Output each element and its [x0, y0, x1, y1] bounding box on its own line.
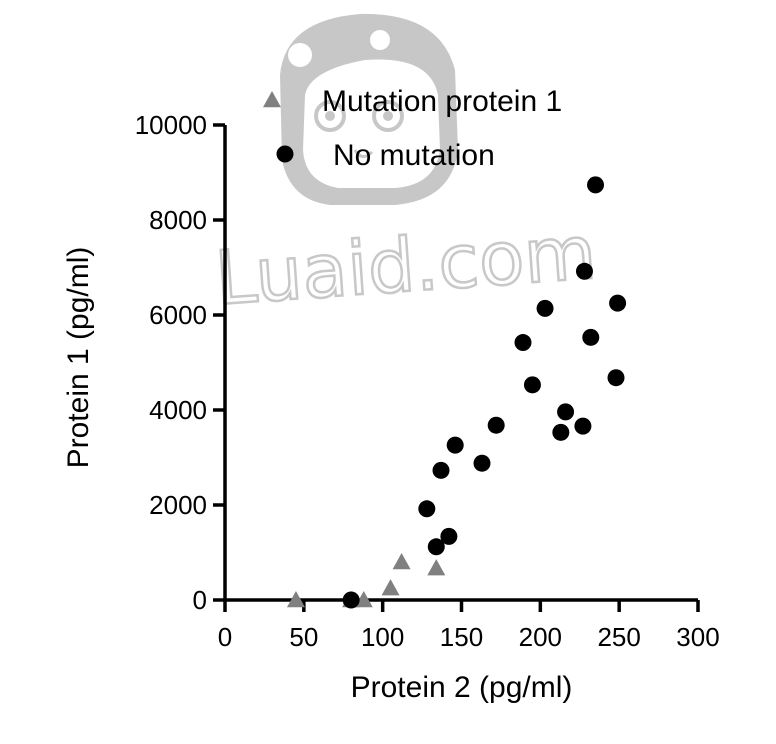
- no-mutation-point: [447, 437, 464, 454]
- x-tick-label: 100: [361, 622, 404, 652]
- mutation-point: [382, 579, 400, 595]
- no-mutation-point: [418, 500, 435, 517]
- no-mutation-point: [433, 462, 450, 479]
- no-mutation-point: [552, 424, 569, 441]
- no-mutation-point: [576, 263, 593, 280]
- x-tick-label: 200: [519, 622, 562, 652]
- no-mutation-point: [608, 369, 625, 386]
- no-mutation-point: [557, 403, 574, 420]
- y-tick-label: 2000: [149, 490, 207, 520]
- mutation-point: [393, 553, 411, 569]
- no-mutation-point: [582, 329, 599, 346]
- no-mutation-point: [514, 334, 531, 351]
- legend-mutation-marker: [263, 91, 281, 107]
- x-tick-label: 150: [440, 622, 483, 652]
- y-tick-label: 4000: [149, 395, 207, 425]
- no-mutation-point: [537, 300, 554, 317]
- no-mutation-point: [609, 295, 626, 312]
- x-tick-label: 0: [218, 622, 232, 652]
- no-mutation-point: [587, 176, 604, 193]
- x-tick-label: 250: [597, 622, 640, 652]
- y-axis-title: Protein 1 (pg/ml): [62, 247, 95, 469]
- no-mutation-point: [473, 455, 490, 472]
- legend-mutation-label: Mutation protein 1: [322, 85, 562, 118]
- x-axis-title: Protein 2 (pg/ml): [351, 671, 573, 704]
- no-mutation-point: [488, 417, 505, 434]
- y-tick-label: 8000: [149, 205, 207, 235]
- no-mutation-point: [524, 376, 541, 393]
- y-tick-label: 6000: [149, 300, 207, 330]
- mutation-point: [427, 559, 445, 575]
- y-tick-label: 10000: [135, 110, 207, 140]
- legend-no-mutation-label: No mutation: [333, 139, 495, 172]
- no-mutation-point: [574, 418, 591, 435]
- axes: [225, 125, 698, 600]
- no-mutation-point: [343, 592, 360, 609]
- y-tick-label: 0: [193, 585, 207, 615]
- legend-no-mutation-marker: [277, 146, 294, 163]
- x-tick-label: 50: [289, 622, 318, 652]
- x-tick-label: 300: [676, 622, 719, 652]
- no-mutation-point: [440, 528, 457, 545]
